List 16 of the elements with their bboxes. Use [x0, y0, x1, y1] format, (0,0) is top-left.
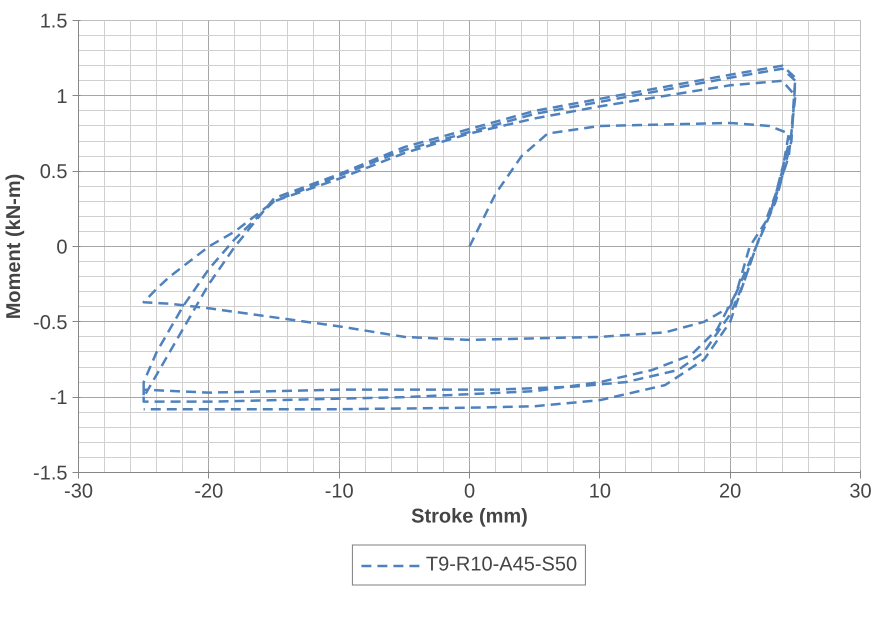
y-tick-label: 1: [56, 86, 68, 108]
y-axis-title: Moment (kN-m): [3, 174, 26, 320]
line-series: [142, 64, 797, 410]
x-tick-label: -20: [194, 480, 224, 502]
y-tick-label: 0: [56, 236, 68, 258]
legend-label: T9-R10-A45-S50: [426, 554, 578, 576]
y-tick-label: 1.5: [40, 10, 68, 32]
x-tick-label: 10: [588, 480, 611, 502]
x-tick-label: -10: [324, 480, 354, 502]
y-tick-label: -0.5: [33, 312, 68, 334]
x-tick-label: 30: [849, 480, 872, 502]
x-axis-title: Stroke (mm): [411, 506, 528, 528]
y-tick-label: -1: [50, 387, 68, 410]
x-tick-label: 20: [719, 480, 742, 502]
x-tick-label: 0: [464, 480, 476, 502]
y-tick-label: 0.5: [40, 161, 68, 184]
